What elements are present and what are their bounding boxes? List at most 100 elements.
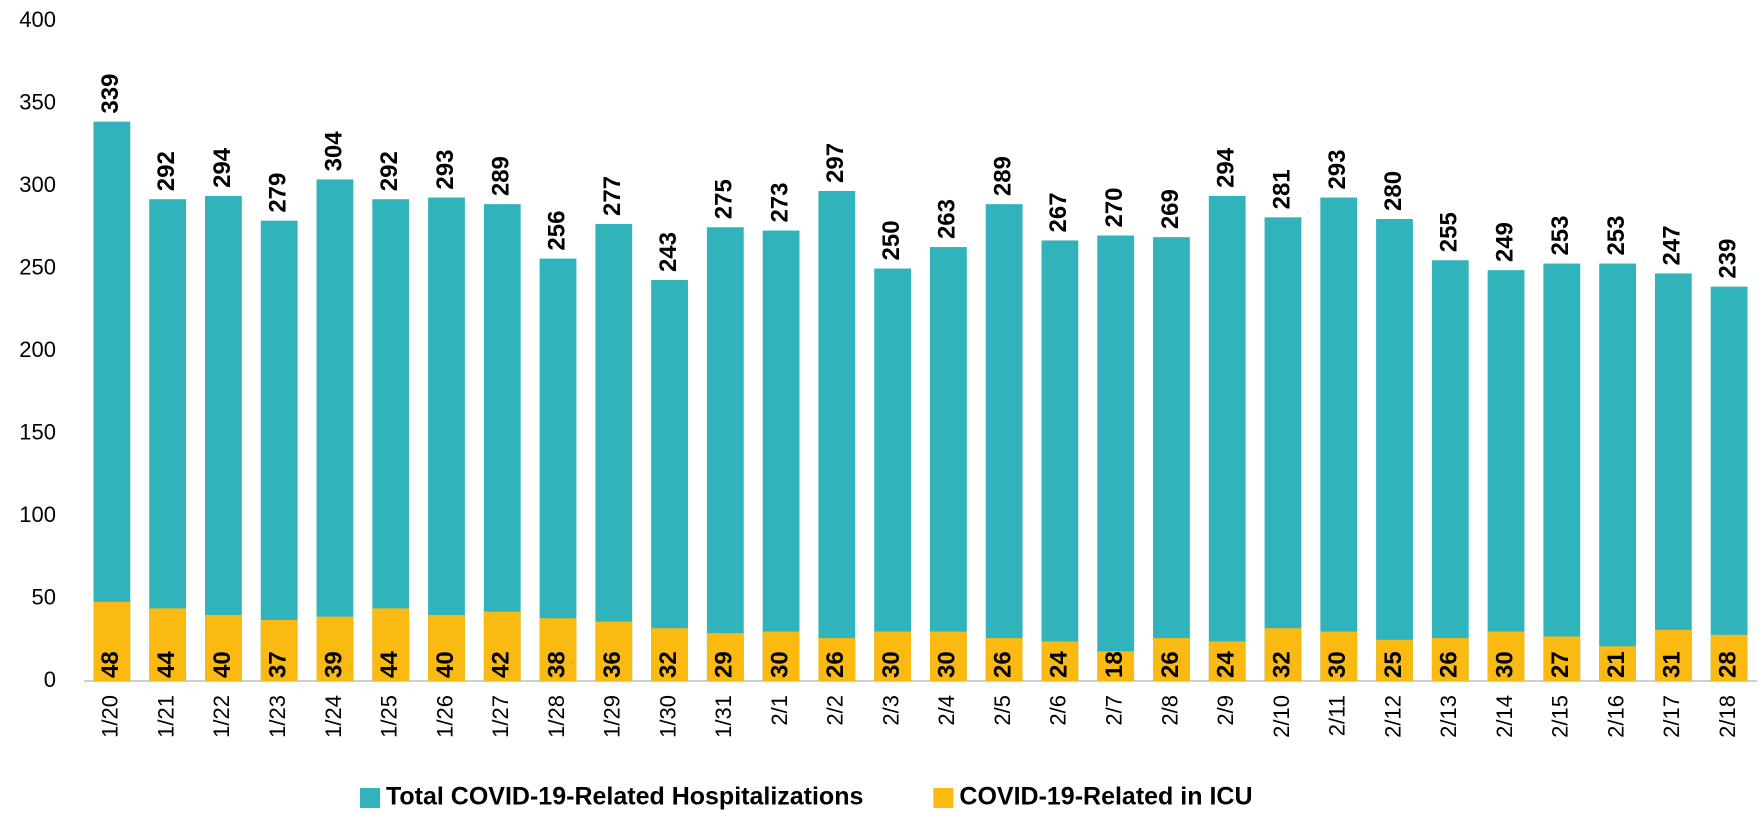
bar: [929, 631, 967, 681]
data-label: 30: [766, 651, 793, 678]
bar: [428, 197, 465, 682]
bar: [595, 223, 633, 681]
data-label: 27: [1547, 651, 1574, 678]
x-tick-label: 2/4: [934, 695, 959, 726]
bar: [316, 179, 354, 681]
bar: [1710, 286, 1748, 681]
data-label: 44: [376, 651, 403, 678]
y-tick-label: 400: [19, 7, 56, 32]
data-label: 40: [209, 651, 236, 678]
data-label: 21: [1603, 651, 1630, 678]
x-tick-label: 2/17: [1659, 695, 1684, 738]
data-label: 44: [153, 651, 180, 678]
bar: [1431, 638, 1469, 681]
bar: [1599, 646, 1636, 681]
x-tick-label: 2/11: [1325, 695, 1350, 736]
bar: [985, 638, 1023, 681]
bar: [651, 628, 688, 681]
bar: [595, 621, 633, 681]
x-tick-label: 1/28: [544, 695, 569, 738]
bar: [1041, 240, 1079, 681]
x-tick-label: 1/29: [600, 695, 625, 738]
y-tick-label: 100: [19, 502, 56, 527]
bar: [205, 195, 242, 681]
data-label: 40: [432, 651, 459, 678]
y-tick-label: 0: [44, 667, 56, 692]
x-tick-label: 1/21: [153, 695, 178, 738]
data-label: 39: [320, 651, 347, 678]
data-label: 250: [878, 220, 905, 260]
bar: [762, 230, 800, 682]
bar: [539, 618, 577, 681]
bar: [539, 258, 577, 681]
data-label: 18: [1101, 651, 1128, 678]
bar: [260, 220, 298, 681]
bar: [1487, 270, 1525, 681]
bar: [483, 611, 521, 681]
data-label: 25: [1380, 651, 1407, 678]
data-label: 38: [543, 651, 570, 678]
bar: [874, 268, 912, 681]
data-label: 270: [1101, 187, 1128, 227]
bar: [818, 190, 856, 681]
data-label: 256: [543, 211, 570, 251]
x-tick-label: 1/20: [98, 695, 123, 738]
x-tick-label: 2/5: [990, 695, 1015, 726]
y-tick-label: 50: [32, 584, 56, 609]
data-label: 275: [711, 179, 738, 219]
bar: [1264, 217, 1302, 681]
bar: [818, 638, 856, 681]
x-tick-label: 2/12: [1380, 695, 1405, 738]
x-tick-label: 2/10: [1269, 695, 1294, 738]
x-tick-label: 2/18: [1715, 695, 1740, 738]
bar: [1654, 273, 1692, 681]
bar: [1376, 219, 1413, 681]
y-tick-label: 250: [19, 254, 56, 279]
x-tick-label: 2/3: [878, 695, 903, 726]
x-tick-label: 1/27: [488, 695, 513, 738]
data-label: 26: [1157, 651, 1184, 678]
data-label: 294: [1213, 147, 1240, 188]
data-label: 292: [153, 151, 180, 191]
data-label: 277: [599, 176, 626, 216]
data-label: 339: [97, 74, 124, 114]
data-label: 253: [1603, 216, 1630, 256]
bar: [1208, 195, 1246, 681]
y-tick-label: 300: [19, 172, 56, 197]
bar: [1264, 628, 1302, 681]
data-label: 279: [265, 173, 292, 213]
bar: [929, 247, 967, 682]
x-tick-label: 1/30: [655, 695, 680, 738]
x-tick-label: 2/16: [1603, 695, 1628, 738]
data-label: 263: [934, 199, 961, 239]
data-label: 239: [1714, 239, 1741, 279]
data-label: 304: [320, 131, 347, 172]
data-label: 24: [1213, 651, 1240, 678]
bar: [651, 280, 688, 681]
data-label: 293: [1324, 150, 1351, 190]
data-label: 29: [711, 651, 738, 678]
data-label: 253: [1547, 216, 1574, 256]
bar: [1543, 263, 1581, 681]
data-label: 293: [432, 150, 459, 190]
legend-label: Total COVID-19-Related Hospitalizations: [386, 783, 863, 811]
bar: [874, 631, 912, 681]
x-tick-label: 2/14: [1492, 695, 1517, 738]
data-label: 30: [1324, 651, 1351, 678]
x-tick-label: 2/15: [1548, 695, 1573, 738]
y-tick-label: 200: [19, 337, 56, 362]
x-tick-label: 2/6: [1046, 695, 1071, 726]
bar: [1654, 629, 1692, 681]
data-label: 48: [97, 651, 124, 678]
bar: [260, 619, 298, 681]
x-tick-label: 1/31: [711, 695, 736, 738]
data-label: 30: [934, 651, 961, 678]
data-label: 280: [1380, 171, 1407, 211]
bar: [1097, 235, 1135, 681]
data-label: 294: [209, 147, 236, 188]
y-tick-label: 350: [19, 89, 56, 114]
bar: [93, 601, 131, 681]
bar: [1599, 263, 1636, 681]
data-label: 36: [599, 651, 626, 678]
